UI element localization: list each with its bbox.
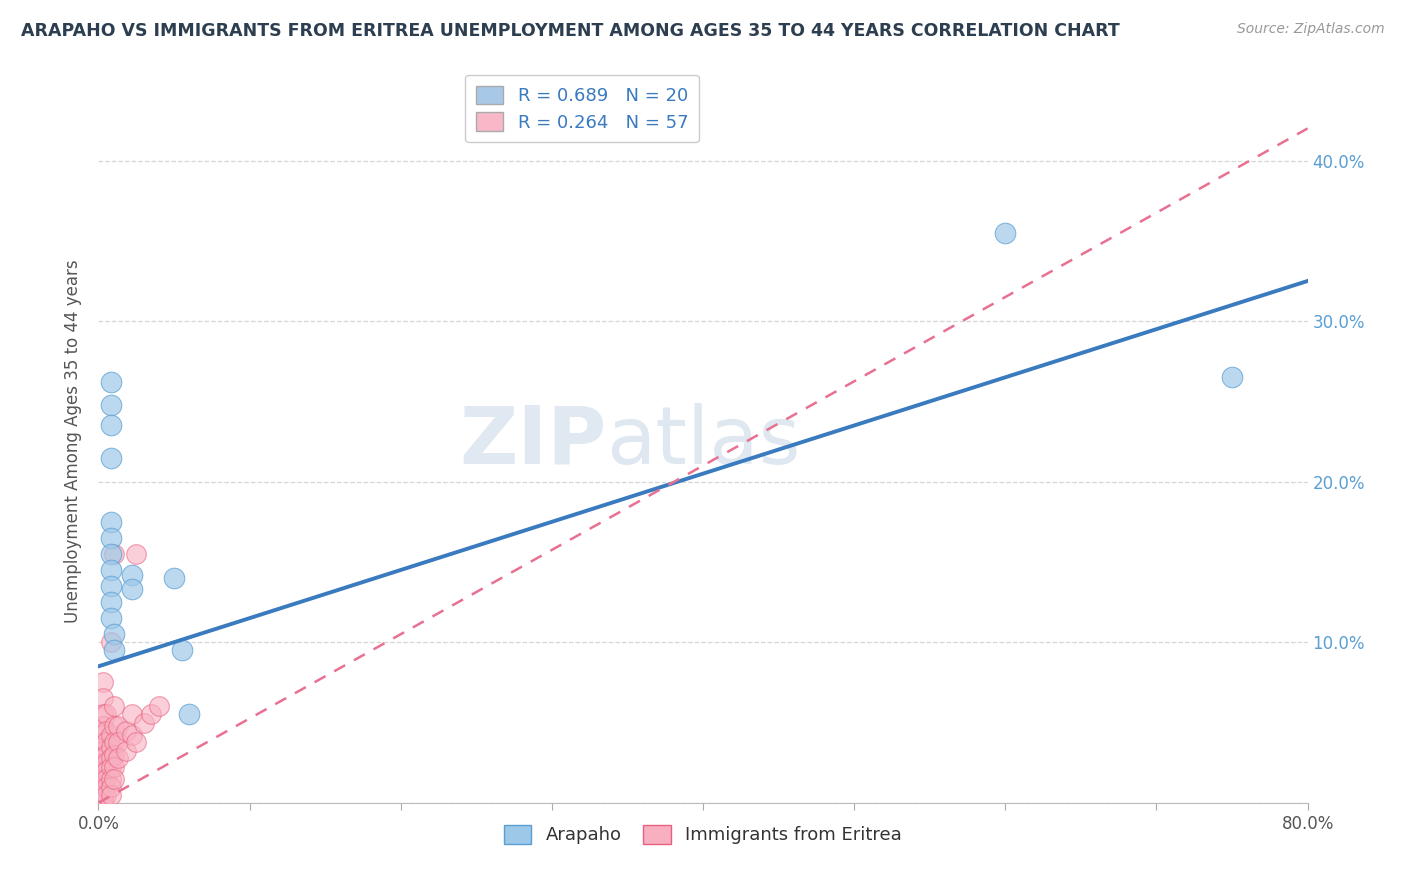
Point [121,707,143,722]
Point [103,547,125,561]
Legend: Arapaho, Immigrants from Eritrea: Arapaho, Immigrants from Eritrea [498,818,908,852]
Point [103,719,125,733]
Point [114,723,136,738]
Point [91,775,114,789]
Point [179,707,201,722]
Point [91,739,114,754]
Point [100,547,122,561]
Point [121,728,143,742]
Point [94,723,117,738]
Point [125,735,148,749]
Point [91,778,114,792]
Point [91,788,114,802]
Point [94,735,117,749]
Point [91,719,114,733]
Y-axis label: Unemployment Among Ages 35 to 44 years: Unemployment Among Ages 35 to 44 years [65,260,83,624]
Point [132,715,155,730]
Point [91,781,114,796]
Point [91,764,114,778]
Point [100,531,122,545]
Point [100,563,122,577]
Point [94,764,117,778]
Point [103,699,125,714]
Text: atlas: atlas [606,402,800,481]
Point [170,643,193,657]
Point [125,547,148,561]
Point [1220,370,1243,384]
Point [114,744,136,758]
Point [91,691,114,706]
Point [100,450,122,465]
Point [163,571,186,585]
Point [91,760,114,774]
Point [107,735,129,749]
Point [91,735,114,749]
Point [103,735,125,749]
Point [94,747,117,762]
Point [94,707,117,722]
Point [100,751,122,765]
Point [94,772,117,786]
Point [103,627,125,641]
Point [91,784,114,798]
Point [994,226,1017,240]
Point [103,760,125,774]
Point [107,719,129,733]
Point [103,747,125,762]
Point [100,760,122,774]
Point [94,756,117,770]
Point [100,418,122,433]
Point [100,515,122,529]
Point [91,744,114,758]
Point [91,772,114,786]
Point [100,611,122,625]
Point [91,707,114,722]
Point [100,375,122,389]
Point [100,398,122,412]
Point [91,675,114,690]
Point [107,751,129,765]
Point [100,595,122,609]
Point [103,643,125,657]
Point [121,567,143,582]
Point [121,582,143,597]
Point [100,635,122,649]
Point [100,739,122,754]
Point [94,788,117,802]
Point [100,772,122,786]
Point [148,699,170,714]
Point [100,780,122,794]
Point [103,772,125,786]
Point [100,579,122,593]
Point [91,728,114,742]
Point [100,788,122,802]
Text: Source: ZipAtlas.com: Source: ZipAtlas.com [1237,22,1385,37]
Text: ZIP: ZIP [458,402,606,481]
Point [94,780,117,794]
Point [91,791,114,805]
Point [91,751,114,765]
Point [100,728,122,742]
Point [91,794,114,808]
Point [91,767,114,781]
Point [91,756,114,770]
Text: ARAPAHO VS IMMIGRANTS FROM ERITREA UNEMPLOYMENT AMONG AGES 35 TO 44 YEARS CORREL: ARAPAHO VS IMMIGRANTS FROM ERITREA UNEMP… [21,22,1119,40]
Point [141,707,163,722]
